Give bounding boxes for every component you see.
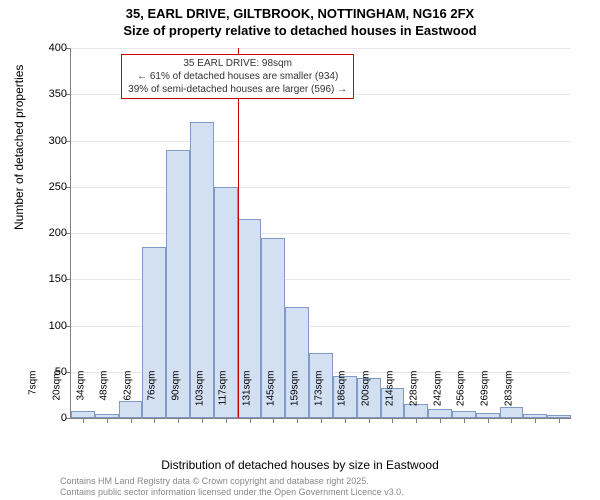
gridline — [71, 48, 571, 49]
xtick-label: 173sqm — [313, 371, 324, 421]
xtick-label: 256sqm — [456, 371, 467, 421]
xtick-label: 34sqm — [75, 371, 86, 421]
xtick-label: 283sqm — [504, 371, 515, 421]
ytick-label: 300 — [33, 135, 67, 147]
y-axis-title: Number of detached properties — [12, 65, 26, 230]
xtick-label: 131sqm — [242, 371, 253, 421]
marker-line — [238, 48, 239, 418]
callout-line-2: ← 61% of detached houses are smaller (93… — [128, 70, 347, 83]
xtick-label: 90sqm — [170, 371, 181, 421]
xtick-label: 20sqm — [51, 371, 62, 421]
xtick-mark — [559, 418, 560, 423]
footer-attribution: Contains HM Land Registry data © Crown c… — [60, 476, 404, 498]
xtick-label: 7sqm — [27, 371, 38, 421]
x-axis-title: Distribution of detached houses by size … — [0, 458, 600, 472]
xtick-label: 186sqm — [337, 371, 348, 421]
ytick-label: 150 — [33, 273, 67, 285]
xtick-label: 145sqm — [266, 371, 277, 421]
ytick-label: 400 — [33, 42, 67, 54]
title-line-2: Size of property relative to detached ho… — [0, 23, 600, 40]
ytick-label: 200 — [33, 227, 67, 239]
callout-line-3: 39% of semi-detached houses are larger (… — [128, 83, 347, 96]
chart-container: 35, EARL DRIVE, GILTBROOK, NOTTINGHAM, N… — [0, 0, 600, 500]
gridline — [71, 233, 571, 234]
xtick-label: 62sqm — [123, 371, 134, 421]
callout-line-1: 35 EARL DRIVE: 98sqm — [128, 57, 347, 70]
chart-title: 35, EARL DRIVE, GILTBROOK, NOTTINGHAM, N… — [0, 0, 600, 40]
xtick-label: 48sqm — [99, 371, 110, 421]
xtick-label: 269sqm — [480, 371, 491, 421]
xtick-label: 242sqm — [432, 371, 443, 421]
footer-line-2: Contains public sector information licen… — [60, 487, 404, 498]
xtick-label: 103sqm — [194, 371, 205, 421]
marker-callout: 35 EARL DRIVE: 98sqm ← 61% of detached h… — [121, 54, 354, 99]
xtick-label: 200sqm — [361, 371, 372, 421]
title-line-1: 35, EARL DRIVE, GILTBROOK, NOTTINGHAM, N… — [0, 6, 600, 23]
xtick-label: 76sqm — [146, 371, 157, 421]
xtick-mark — [535, 418, 536, 423]
xtick-label: 117sqm — [218, 371, 229, 421]
gridline — [71, 187, 571, 188]
ytick-label: 250 — [33, 181, 67, 193]
plot-area: 0501001502002503003504007sqm20sqm34sqm48… — [70, 48, 571, 419]
xtick-label: 214sqm — [385, 371, 396, 421]
gridline — [71, 141, 571, 142]
ytick-label: 100 — [33, 320, 67, 332]
ytick-label: 350 — [33, 88, 67, 100]
xtick-label: 228sqm — [408, 371, 419, 421]
footer-line-1: Contains HM Land Registry data © Crown c… — [60, 476, 404, 487]
xtick-label: 159sqm — [289, 371, 300, 421]
